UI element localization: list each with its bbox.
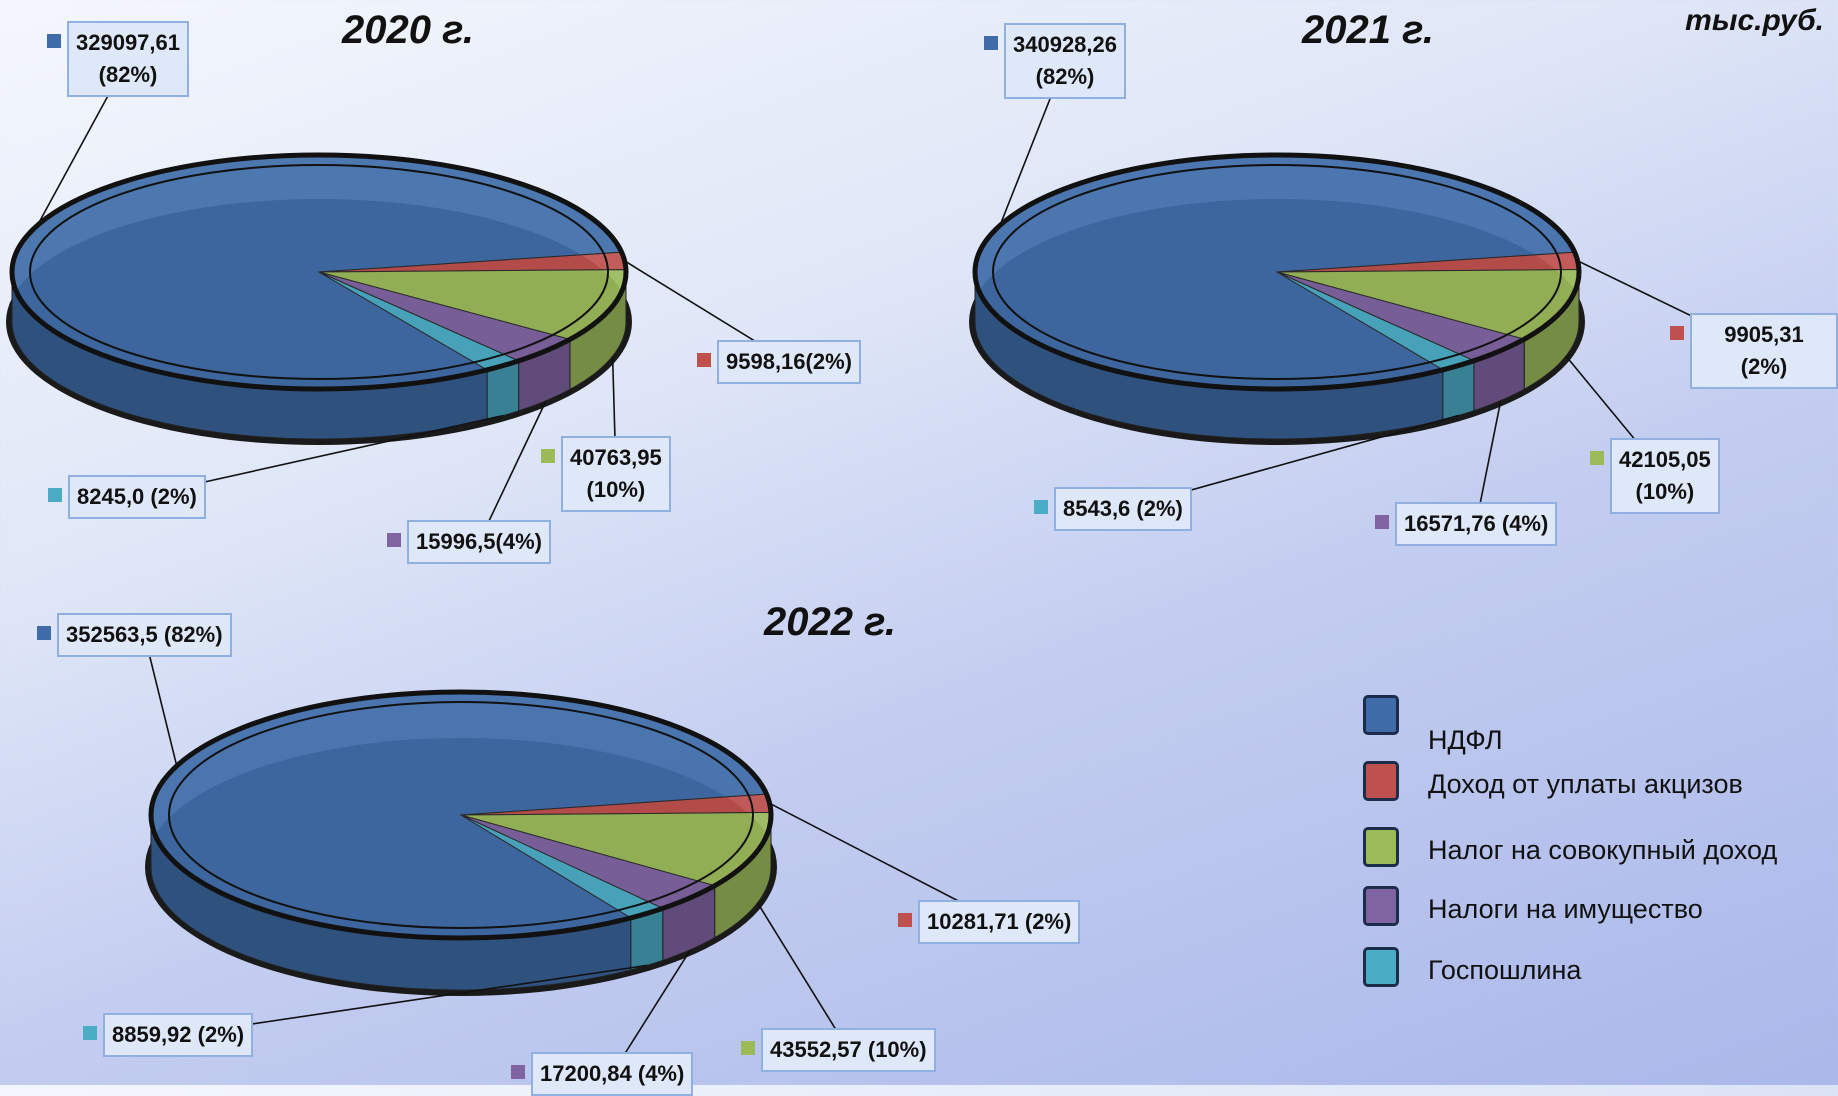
coin-rim <box>148 689 774 941</box>
label-marker <box>1590 451 1604 465</box>
legend-swatch <box>1363 947 1399 987</box>
value-label: 10281,71 (2%) <box>918 900 1081 944</box>
label-marker <box>48 488 62 502</box>
value-label: 17200,84 (4%) <box>531 1052 694 1096</box>
value-label: 43552,57 (10%) <box>761 1028 936 1072</box>
legend-label: Налог на совокупный доход <box>1428 835 1778 865</box>
legend-label: НДФЛ <box>1428 725 1503 755</box>
label-marker <box>697 353 711 367</box>
coin-rim <box>972 152 1582 392</box>
legend-label: Доход от уплаты акцизов <box>1428 769 1743 799</box>
label-marker <box>47 34 61 48</box>
leader-line <box>177 964 648 1036</box>
label-marker <box>541 449 555 463</box>
coin-inner-rim <box>29 164 609 380</box>
coin-inner-rim <box>168 701 754 929</box>
value-label: 16571,76 (4%) <box>1395 502 1558 546</box>
legend-swatch <box>1363 761 1399 801</box>
value-label: 15996,5(4%) <box>407 520 551 564</box>
label-marker <box>387 533 401 547</box>
value-label: 8543,6 (2%) <box>1054 487 1192 531</box>
value-label: 40763,95 (10%) <box>561 436 671 512</box>
label-marker <box>1670 326 1684 340</box>
legend-label: Налоги на имущество <box>1428 894 1703 924</box>
leader-line <box>478 400 547 543</box>
chart-title: 2021 г. <box>1301 8 1435 52</box>
value-label: 8859,92 (2%) <box>103 1013 254 1057</box>
chart-title: 2020 г. <box>341 8 475 52</box>
value-label: 340928,26 (82%) <box>1004 23 1126 99</box>
coin-inner-rim <box>992 164 1562 380</box>
chart-title: 2022 г. <box>763 600 897 644</box>
value-label: 9905,31 (2%) <box>1690 313 1838 389</box>
label-marker <box>511 1065 525 1079</box>
label-marker <box>984 36 998 50</box>
value-label: 8245,0 (2%) <box>68 475 206 519</box>
legend-swatch <box>1363 827 1399 867</box>
leader-line <box>756 902 850 1051</box>
legend-label: Госпошлина <box>1428 955 1582 985</box>
label-marker <box>741 1041 755 1055</box>
value-label: 42105,05 (10%) <box>1610 438 1720 514</box>
value-label: 352563,5 (82%) <box>57 613 232 657</box>
unit-label: тыс.руб. <box>1685 4 1824 37</box>
label-marker <box>37 626 51 640</box>
label-marker <box>898 913 912 927</box>
label-marker <box>1034 500 1048 514</box>
value-label: 9598,16(2%) <box>717 340 861 384</box>
legend-swatch <box>1363 886 1399 926</box>
legend-swatch <box>1363 695 1399 735</box>
label-marker <box>1375 515 1389 529</box>
value-label: 329097,61 (82%) <box>67 21 189 97</box>
label-marker <box>83 1026 97 1040</box>
coin-rim <box>9 152 629 392</box>
